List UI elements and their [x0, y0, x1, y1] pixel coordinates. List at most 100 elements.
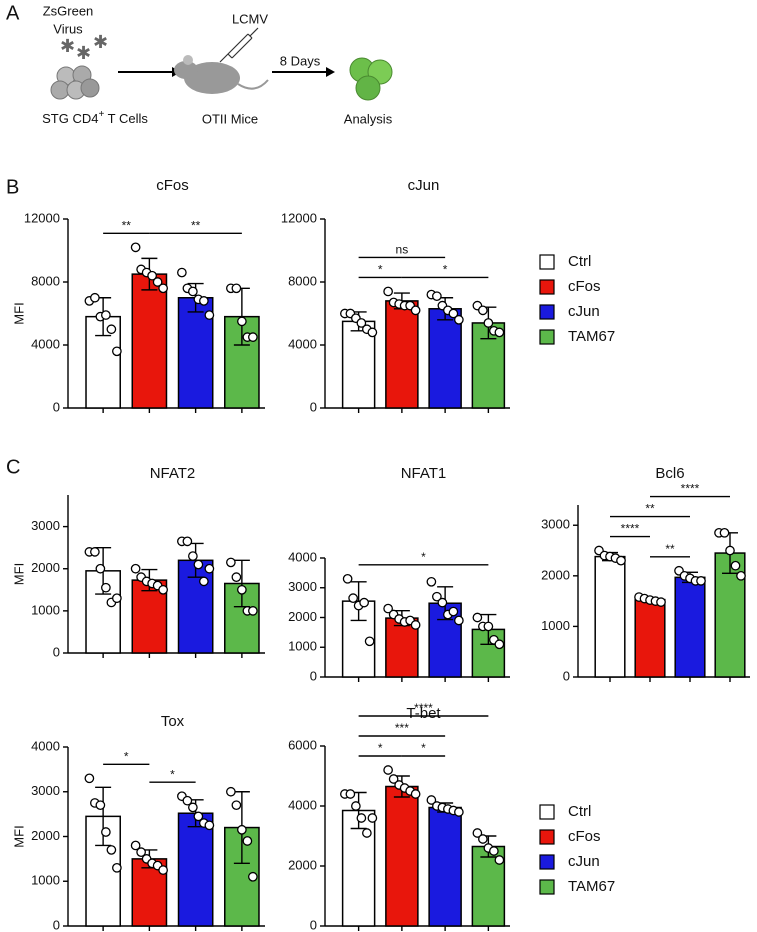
y-tick-label: 3000 — [288, 579, 317, 594]
data-point — [410, 620, 421, 630]
analysis-icon — [349, 57, 393, 101]
significance-label: **** — [621, 522, 640, 536]
data-point — [237, 316, 247, 327]
data-point — [342, 573, 353, 584]
arrow-head — [326, 67, 335, 77]
y-tick-label: 0 — [53, 644, 60, 659]
legend-label: TAM67 — [568, 328, 615, 345]
data-point — [226, 786, 236, 797]
chart-title: T-bet — [406, 705, 441, 722]
data-point — [367, 327, 378, 338]
legend-swatch — [539, 829, 555, 845]
data-point — [147, 270, 157, 281]
panel-label: B — [6, 176, 19, 198]
y-tick-label: 4000 — [31, 738, 60, 753]
bar — [634, 598, 666, 678]
cells-label: STG CD4+ T Cells — [42, 109, 148, 127]
data-point — [231, 283, 242, 294]
data-point — [182, 795, 193, 806]
significance-label: * — [378, 741, 383, 755]
y-tick-label: 0 — [310, 917, 317, 932]
y-tick-label: 3000 — [31, 518, 60, 533]
bar — [131, 273, 168, 409]
data-point — [494, 327, 505, 338]
data-point — [204, 563, 215, 574]
y-tick-label: 2000 — [31, 560, 60, 575]
legend-swatch — [539, 254, 555, 270]
cells-label-sup: + — [98, 109, 104, 120]
data-point — [472, 828, 483, 838]
data-point — [348, 593, 358, 604]
cells-label-text: T Cells — [104, 111, 148, 126]
data-point — [95, 800, 106, 811]
data-point — [426, 576, 437, 587]
significance-label: **** — [414, 701, 433, 715]
data-point — [345, 789, 356, 799]
bar — [428, 806, 462, 927]
significance-label: * — [421, 741, 426, 755]
data-point — [84, 773, 95, 784]
legend-label: Ctrl — [568, 253, 591, 270]
y-tick-label: 0 — [563, 668, 570, 683]
svg-text:✱: ✱ — [76, 43, 91, 63]
legend-label: cFos — [568, 278, 601, 295]
legend-label: Ctrl — [568, 803, 591, 820]
data-point — [730, 560, 741, 571]
data-point — [177, 267, 187, 278]
data-point — [204, 820, 215, 831]
data-point — [152, 277, 163, 287]
legend-swatch — [539, 854, 555, 870]
legend-swatch — [539, 879, 555, 895]
y-tick-label: 1000 — [541, 618, 570, 633]
data-point — [95, 563, 106, 574]
y-tick-label: 6000 — [288, 737, 317, 752]
bar — [385, 785, 419, 927]
data-point — [199, 296, 209, 306]
legend-swatch — [539, 329, 555, 345]
significance-label: * — [421, 550, 426, 564]
data-point — [188, 286, 198, 297]
data-point — [448, 308, 459, 319]
y-tick-label: 12000 — [281, 210, 317, 225]
y-axis-label: MFI — [11, 825, 26, 847]
data-point — [725, 545, 735, 556]
data-point — [226, 557, 236, 568]
data-point — [248, 332, 258, 342]
y-tick-label: 1000 — [288, 639, 317, 654]
lcmv-label: LCMV — [232, 11, 268, 26]
significance-label: ** — [122, 219, 132, 233]
data-point — [478, 305, 488, 316]
data-point — [136, 847, 146, 858]
data-point — [483, 621, 494, 632]
data-point — [454, 314, 464, 325]
legend-swatch — [539, 279, 555, 295]
y-tick-label: 1000 — [31, 602, 60, 617]
svg-text:✱: ✱ — [60, 36, 75, 56]
significance-label: * — [170, 767, 175, 781]
data-point — [432, 291, 442, 302]
significance-label: *** — [395, 721, 409, 735]
data-point — [364, 636, 375, 647]
data-point — [383, 603, 393, 614]
data-point — [437, 597, 448, 608]
bar — [177, 812, 214, 927]
mouse-icon — [174, 55, 269, 94]
legend-label: cJun — [568, 303, 600, 320]
data-point — [367, 813, 378, 823]
data-point — [188, 551, 198, 561]
data-point — [483, 318, 494, 328]
chart-title: NFAT2 — [150, 465, 196, 482]
data-point — [410, 789, 421, 799]
y-tick-label: 2000 — [31, 828, 60, 843]
data-point — [616, 555, 626, 566]
data-point — [158, 865, 168, 875]
days-label: 8 Days — [280, 53, 321, 68]
y-tick-label: 2000 — [541, 567, 570, 582]
data-point — [193, 559, 204, 570]
y-tick-label: 2000 — [288, 609, 317, 624]
virus-icons: ✱ ✱ ✱ — [60, 32, 108, 63]
significance-label: ** — [645, 502, 655, 516]
data-point — [494, 855, 505, 865]
